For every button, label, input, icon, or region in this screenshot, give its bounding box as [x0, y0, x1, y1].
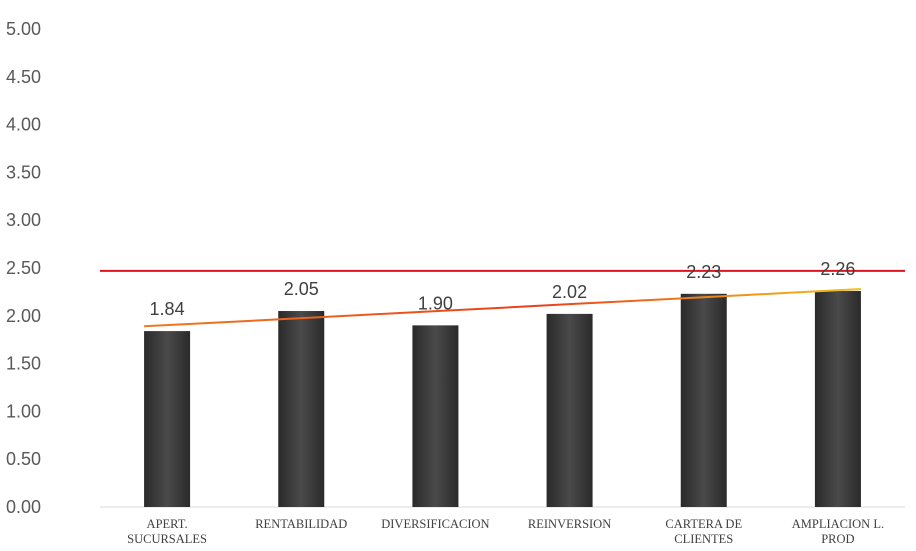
- y-tick-label: 2.50: [6, 258, 41, 278]
- x-tick-label: APERT. SUCURSALES: [127, 517, 207, 546]
- x-tick-label: AMPLIACION L. PROD: [792, 517, 884, 546]
- y-tick-label: 1.50: [6, 354, 41, 374]
- data-label: 1.84: [150, 299, 185, 319]
- y-tick-label: 4.50: [6, 67, 41, 87]
- y-tick-label: 3.00: [6, 210, 41, 230]
- x-axis: APERT. SUCURSALES RENTABILIDAD DIVERSIFICAC…: [127, 517, 884, 546]
- x-tick-label: REINVERSION: [528, 517, 611, 531]
- x-tick-label: CARTERA DE CLIENTES: [665, 517, 742, 546]
- trendline: [144, 288, 861, 328]
- data-label: 2.02: [552, 282, 587, 302]
- bar: [278, 311, 325, 507]
- y-tick-label: 0.00: [6, 497, 41, 517]
- data-label: 2.05: [284, 279, 319, 299]
- bar: [144, 331, 191, 507]
- bar: [546, 313, 593, 507]
- data-labels: 1.84 2.05 1.90 2.02 2.23 2.26: [150, 259, 856, 319]
- y-tick-label: 2.00: [6, 306, 41, 326]
- y-tick-label: 4.00: [6, 115, 41, 135]
- data-label: 1.90: [418, 293, 453, 313]
- y-tick-label: 1.00: [6, 401, 41, 421]
- bar: [412, 325, 459, 507]
- data-label: 2.26: [820, 259, 855, 279]
- x-tick-label: DIVERSIFICACION: [381, 517, 489, 531]
- bar: [814, 290, 861, 507]
- y-tick-label: 5.00: [6, 19, 41, 39]
- bars: [144, 290, 861, 507]
- x-tick-label: RENTABILIDAD: [255, 517, 347, 531]
- y-tick-label: 0.50: [6, 449, 41, 469]
- y-axis: 0.00 0.50 1.00 1.50 2.00 2.50 3.00 3.50 4.00 4.50…: [6, 19, 41, 517]
- data-label: 2.23: [686, 262, 721, 282]
- y-tick-label: 3.50: [6, 162, 41, 182]
- bar: [680, 293, 727, 507]
